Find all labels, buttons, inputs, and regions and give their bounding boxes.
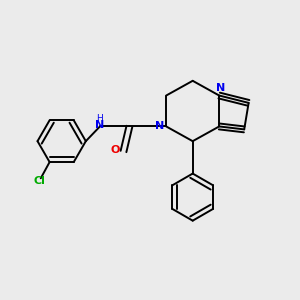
Text: N: N	[155, 122, 164, 131]
Text: Cl: Cl	[33, 176, 45, 186]
Text: H: H	[97, 114, 103, 123]
Text: O: O	[111, 145, 120, 155]
Text: N: N	[216, 83, 225, 93]
Text: N: N	[95, 120, 105, 130]
